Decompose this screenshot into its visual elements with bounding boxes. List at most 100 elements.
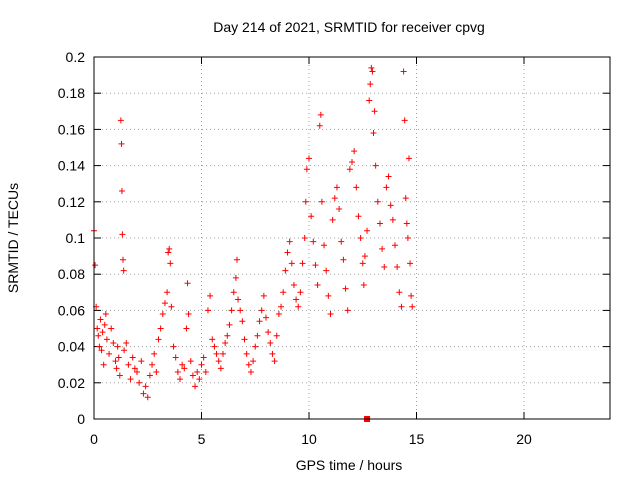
data-point (403, 220, 410, 227)
data-point (401, 117, 408, 124)
data-point (149, 361, 156, 368)
data-point (312, 262, 319, 269)
data-point (136, 379, 143, 386)
data-point (245, 361, 252, 368)
data-point (389, 216, 396, 223)
data-point (106, 350, 113, 357)
data-point (394, 263, 401, 270)
data-point (204, 307, 211, 314)
data-point (98, 347, 105, 354)
data-point (187, 358, 194, 365)
data-point (102, 311, 109, 318)
data-point (118, 140, 125, 147)
y-tick-label: 0.08 (58, 266, 85, 282)
y-tick-label: 0.02 (58, 375, 85, 391)
data-point (271, 358, 278, 365)
data-point (325, 292, 332, 299)
x-axis-label: GPS time / hours (296, 457, 403, 473)
data-point (115, 354, 122, 361)
data-point (409, 303, 416, 310)
data-point (99, 329, 106, 336)
data-point (96, 343, 103, 350)
data-point (230, 289, 237, 296)
x-tick-label: 15 (409, 431, 425, 447)
data-point (351, 148, 358, 155)
data-point (361, 253, 368, 260)
data-point (280, 289, 287, 296)
data-point (336, 206, 343, 213)
data-point (217, 365, 224, 372)
data-point (369, 68, 376, 75)
data-point (226, 321, 233, 328)
data-point (392, 242, 398, 249)
data-point (189, 372, 196, 379)
data-point (127, 376, 134, 383)
data-point (155, 336, 162, 343)
data-points (91, 64, 416, 422)
data-point (166, 245, 173, 252)
data-point (112, 358, 119, 365)
chart-title: Day 214 of 2021, SRMTID for receiver cpv… (213, 19, 485, 35)
data-point (232, 274, 239, 281)
data-point (306, 155, 312, 162)
data-point (200, 354, 207, 361)
data-point (129, 354, 136, 361)
data-point (398, 303, 405, 310)
data-point (396, 289, 403, 296)
data-point (297, 289, 304, 296)
data-point (299, 260, 306, 267)
data-point (284, 249, 291, 256)
y-tick-label: 0.04 (58, 339, 85, 355)
data-point (372, 162, 379, 169)
data-point (100, 361, 107, 368)
data-point (344, 307, 351, 314)
grid (94, 57, 610, 419)
data-point (233, 256, 240, 263)
data-point (376, 220, 383, 227)
data-point (170, 343, 177, 350)
data-point (92, 262, 99, 269)
data-point (252, 343, 259, 350)
data-point (267, 339, 274, 346)
data-point (243, 350, 250, 357)
data-point (167, 260, 174, 267)
data-point (119, 231, 126, 238)
data-point (342, 285, 349, 292)
data-point (355, 213, 362, 220)
y-tick-label: 0.2 (66, 49, 86, 65)
data-point (97, 316, 104, 323)
data-point (338, 238, 345, 245)
data-point (131, 365, 138, 372)
data-point (329, 216, 336, 223)
data-point (408, 292, 415, 299)
data-point (95, 332, 102, 339)
data-point (340, 256, 347, 263)
plot-frame (93, 56, 611, 420)
data-point (359, 260, 366, 267)
data-point (177, 376, 183, 383)
data-point (247, 368, 254, 375)
data-point (120, 267, 127, 274)
x-tick-label: 5 (198, 431, 206, 447)
data-point (295, 303, 302, 310)
data-point (314, 282, 321, 289)
data-point (288, 260, 295, 267)
data-point (353, 184, 360, 191)
x-tick-label: 10 (301, 431, 317, 447)
data-point (101, 321, 108, 328)
data-point (222, 339, 229, 346)
data-point (153, 368, 160, 375)
data-point (185, 311, 192, 318)
data-point (278, 303, 285, 310)
data-point (323, 267, 330, 274)
data-point (134, 368, 140, 375)
y-axis-label: SRMTID / TECUs (5, 183, 21, 293)
data-point (235, 296, 242, 303)
data-point (385, 173, 392, 180)
data-point (303, 166, 310, 173)
data-point (370, 130, 377, 137)
data-point (179, 361, 186, 368)
data-point (407, 260, 414, 267)
data-point (321, 242, 328, 249)
